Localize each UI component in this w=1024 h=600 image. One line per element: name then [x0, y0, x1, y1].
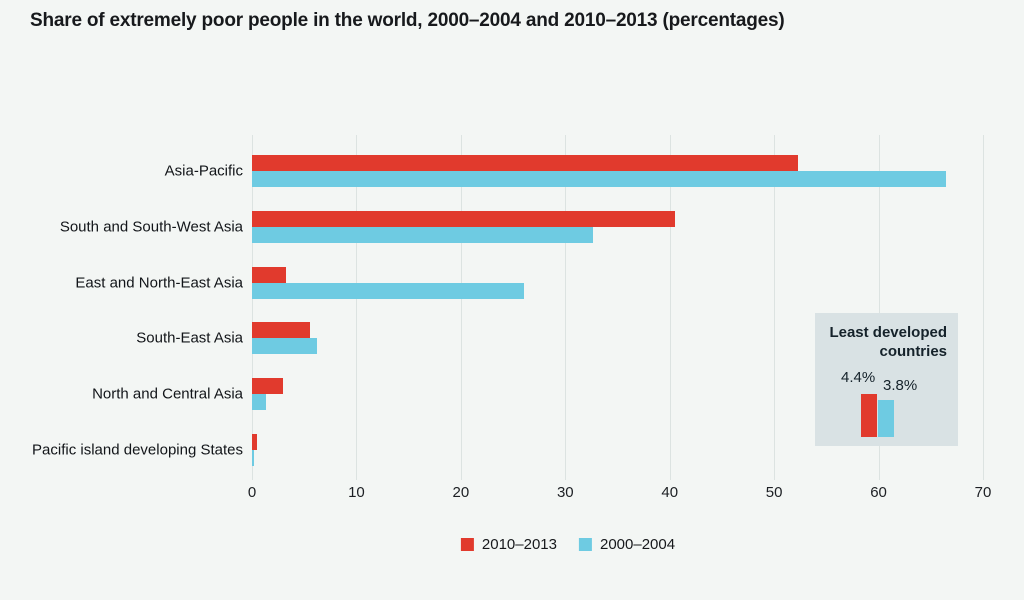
inset-title: Least developed countries [829, 324, 947, 360]
plot-area [252, 135, 984, 480]
chart-title: Share of extremely poor people in the wo… [30, 10, 785, 31]
legend-item-2000-2004: 2000–2004 [579, 536, 675, 553]
least-developed-countries-inset: Least developed countries 4.4% 3.8% [815, 313, 958, 446]
bar-2000-2004 [252, 338, 317, 355]
legend-swatch-blue [579, 538, 592, 551]
x-tick-label: 50 [765, 484, 783, 501]
bar-2010-2013 [252, 378, 284, 395]
gridline [983, 135, 984, 480]
gridline [565, 135, 567, 480]
legend-label: 2010–2013 [481, 536, 557, 553]
bar-2010-2013 [252, 210, 675, 227]
gridline [356, 135, 358, 480]
category-label: South-East Asia [136, 329, 243, 347]
x-tick-label: 60 [870, 484, 887, 501]
inset-bar-2000-2004 [878, 399, 894, 437]
legend-item-2010-2013: 2010–2013 [460, 536, 557, 553]
gridline [460, 135, 462, 480]
x-tick-label: 70 [974, 484, 992, 501]
x-tick-label: 10 [348, 484, 365, 501]
inset-value-2000-2004: 3.8% [883, 377, 918, 394]
bar-2010-2013 [252, 266, 287, 283]
bar-2010-2013 [252, 434, 258, 450]
bar-2000-2004 [252, 394, 266, 411]
legend-swatch-red [460, 538, 474, 551]
x-tick-label: 30 [556, 484, 574, 501]
x-tick-label: 0 [247, 484, 257, 501]
gridline [774, 135, 776, 480]
gridline [669, 135, 671, 480]
category-label: Pacific island developing States [32, 441, 243, 459]
category-label: East and North-East Asia [75, 274, 243, 292]
bar-2000-2004 [252, 282, 524, 299]
bar-2010-2013 [252, 155, 799, 171]
legend-label: 2000–2004 [600, 536, 676, 553]
x-tick-label: 40 [661, 484, 679, 501]
bar-2000-2004 [252, 171, 947, 187]
gridline [252, 135, 253, 480]
legend: 2010–2013 2000–2004 [460, 536, 675, 553]
bar-2010-2013 [252, 322, 311, 339]
category-label: North and Central Asia [92, 385, 243, 403]
category-label: Asia-Pacific [164, 162, 243, 180]
x-tick-label: 20 [452, 484, 470, 501]
bar-2000-2004 [252, 226, 594, 243]
gridline [878, 135, 880, 480]
inset-bar-2010-2013 [861, 393, 877, 437]
inset-value-2010-2013: 4.4% [841, 369, 876, 386]
category-label: South and South-West Asia [59, 218, 243, 236]
bar-2000-2004 [252, 450, 255, 466]
